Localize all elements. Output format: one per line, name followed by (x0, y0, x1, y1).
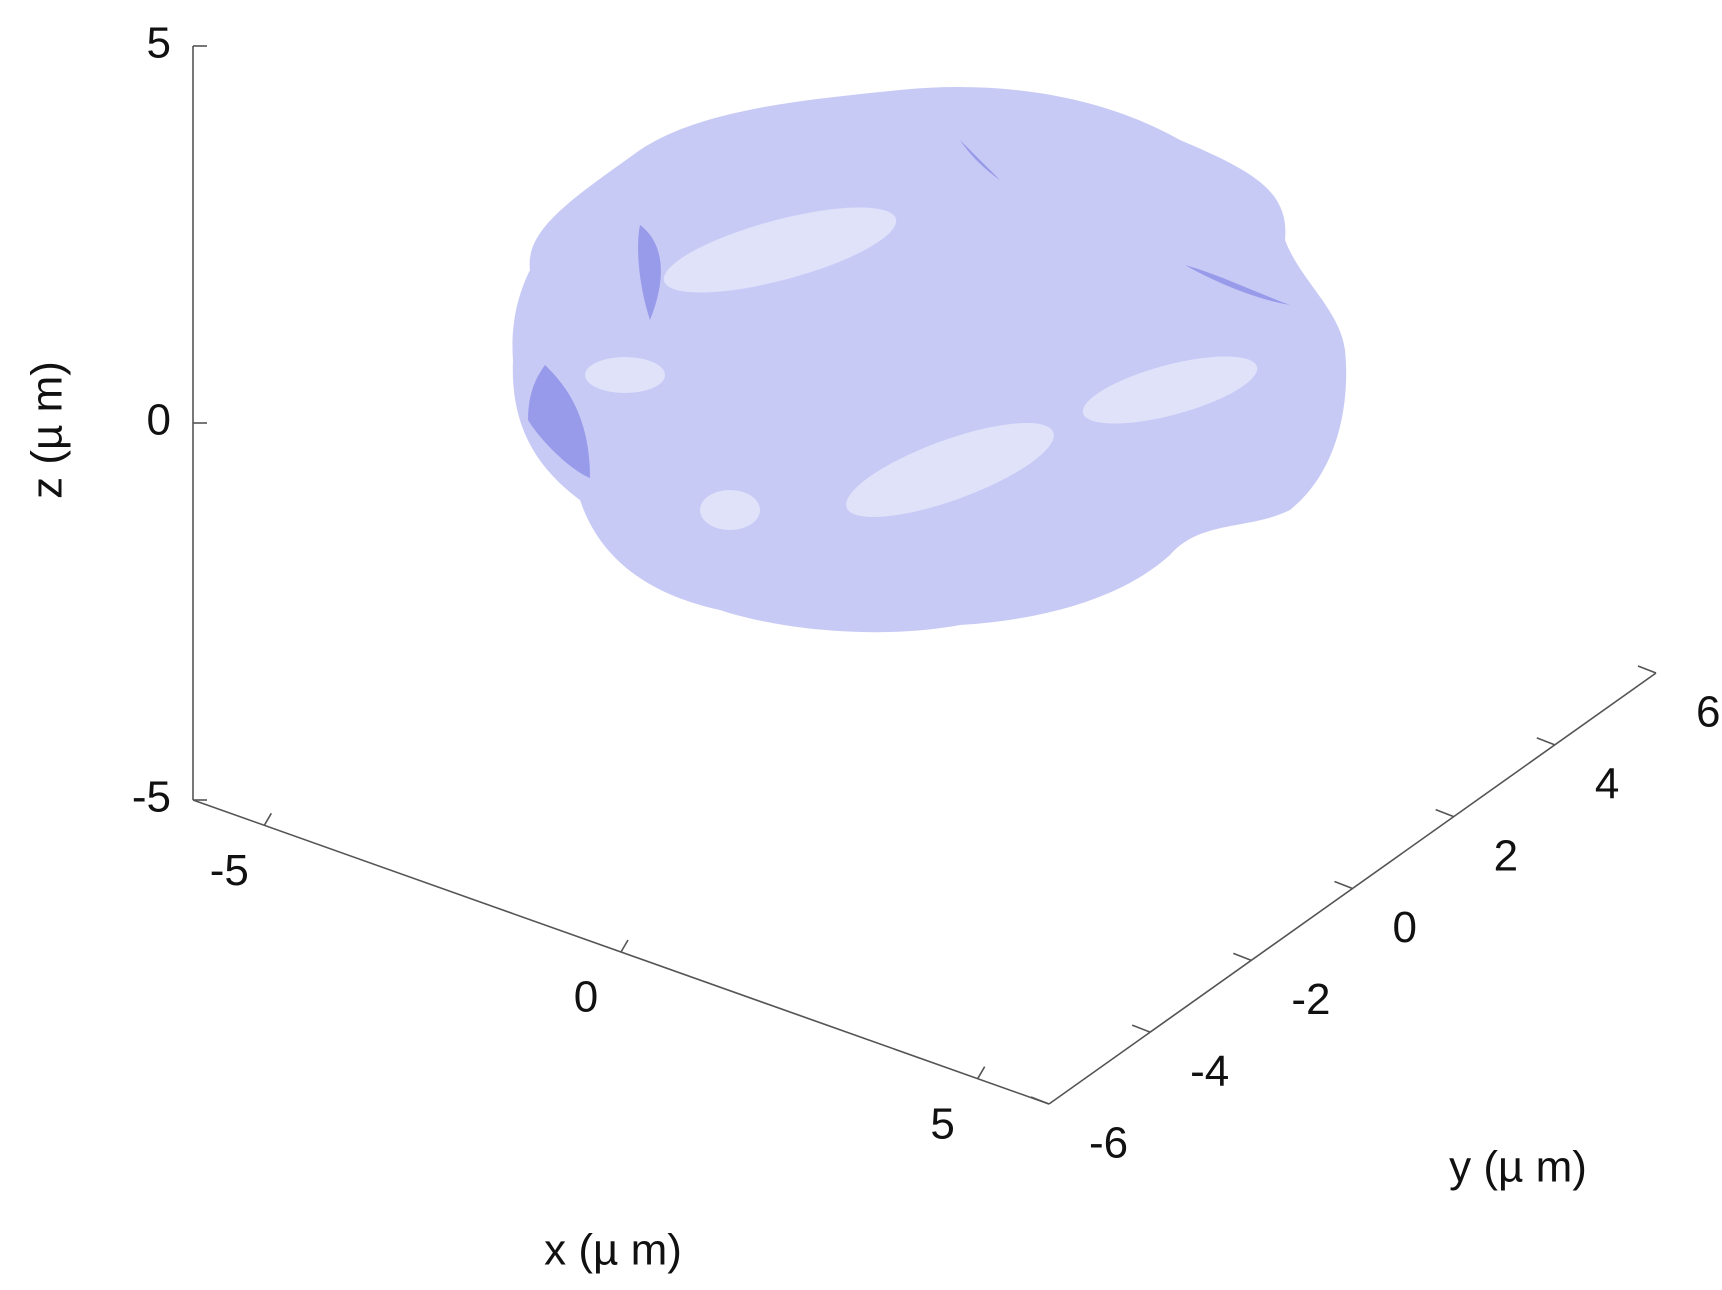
y-tick-label: 4 (1595, 759, 1619, 808)
y-tick (1233, 953, 1251, 960)
z-axis-title: z (µ m) (23, 361, 72, 499)
y-tick-label: 6 (1696, 688, 1720, 737)
y-axis-title: y (µ m) (1449, 1143, 1587, 1192)
y-tick-label: 2 (1494, 831, 1518, 880)
y-tick-label: -4 (1190, 1047, 1229, 1096)
y-tick-label: -6 (1089, 1119, 1128, 1168)
x-tick-label: 0 (574, 973, 598, 1022)
y-tick (1031, 1097, 1049, 1104)
x-tick (264, 813, 271, 825)
y-tick-label: 0 (1393, 903, 1417, 952)
x-tick (978, 1067, 985, 1079)
y-tick (1132, 1025, 1150, 1032)
y-tick (1537, 738, 1555, 745)
chart: -5 0 5 -6 -4 -2 0 2 4 6 -5 0 5 x (µ m) y (µ m) z (µ … (0, 0, 1722, 1290)
x-tick-label: -5 (210, 846, 249, 895)
x-tick (621, 940, 628, 952)
y-tick-label: -2 (1291, 975, 1330, 1024)
x-axis-title: x (µ m) (544, 1226, 682, 1275)
y-tick (1335, 882, 1353, 889)
cell-surface (512, 87, 1346, 632)
z-tick-label: -5 (132, 773, 171, 822)
y-tick (1638, 666, 1656, 673)
z-tick-label: 5 (147, 19, 171, 68)
z-tick-label: 0 (147, 396, 171, 445)
x-tick-label: 5 (930, 1099, 954, 1148)
y-tick (1436, 810, 1454, 817)
